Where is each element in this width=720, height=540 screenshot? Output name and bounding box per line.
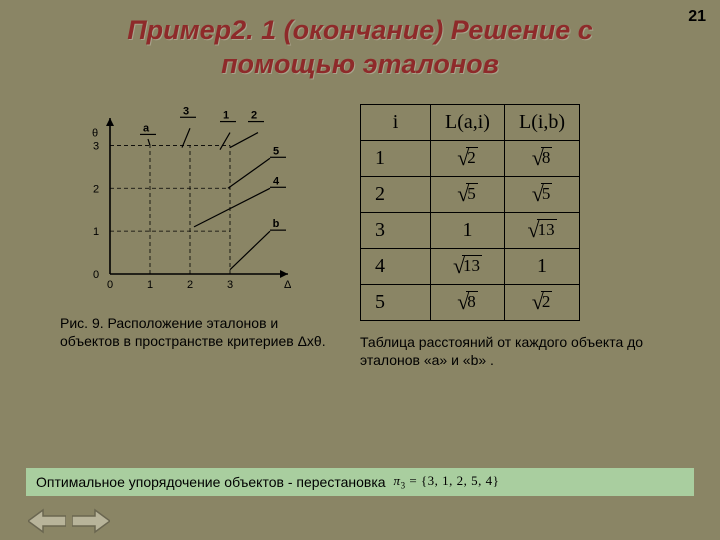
title-line-2: помощью эталонов [221, 49, 499, 79]
svg-text:3: 3 [93, 140, 99, 152]
svg-text:0: 0 [107, 279, 113, 291]
svg-text:1: 1 [223, 109, 229, 121]
title-line-1: Пример2. 1 (окончание) Решение с [127, 15, 593, 45]
svg-text:3: 3 [227, 279, 233, 291]
svg-text:2: 2 [93, 183, 99, 195]
nav-arrows [28, 508, 110, 534]
svg-text:b: b [273, 218, 280, 230]
footer-text: Оптимальное упорядочение объектов - пере… [36, 474, 386, 490]
distance-table: iL(a,i)L(i,b)1√2√82√5√531√134√1315√8√2 [360, 104, 580, 321]
svg-text:2: 2 [187, 279, 193, 291]
svg-text:1: 1 [93, 226, 99, 238]
svg-text:Δ: Δ [284, 279, 292, 291]
svg-text:5: 5 [273, 145, 279, 157]
next-arrow-icon[interactable] [72, 508, 110, 534]
footer-bar: Оптимальное упорядочение объектов - пере… [26, 468, 694, 496]
permutation-formula: π3 = {3, 1, 2, 5, 4} [394, 473, 500, 491]
svg-text:1: 1 [147, 279, 153, 291]
svg-text:0: 0 [93, 269, 99, 281]
right-column: iL(a,i)L(i,b)1√2√82√5√531√134√1315√8√2 Т… [360, 104, 690, 371]
table-caption: Таблица расстояний от каждого объекта до… [360, 333, 690, 371]
page-number: 21 [688, 8, 706, 26]
left-column: 01230123θΔa31254b Рис. 9. Расположение э… [60, 104, 340, 371]
prev-arrow-icon[interactable] [28, 508, 66, 534]
svg-text:θ: θ [92, 127, 98, 139]
svg-text:3: 3 [183, 105, 189, 117]
figure-caption: Рис. 9. Расположение эталонов и объектов… [60, 314, 340, 352]
svg-text:2: 2 [251, 109, 257, 121]
scatter-chart: 01230123θΔa31254b [60, 104, 320, 304]
svg-text:a: a [143, 122, 150, 134]
content-area: 01230123θΔa31254b Рис. 9. Расположение э… [0, 88, 720, 371]
svg-text:4: 4 [273, 175, 280, 187]
slide-title: Пример2. 1 (окончание) Решение с помощью… [0, 0, 720, 88]
